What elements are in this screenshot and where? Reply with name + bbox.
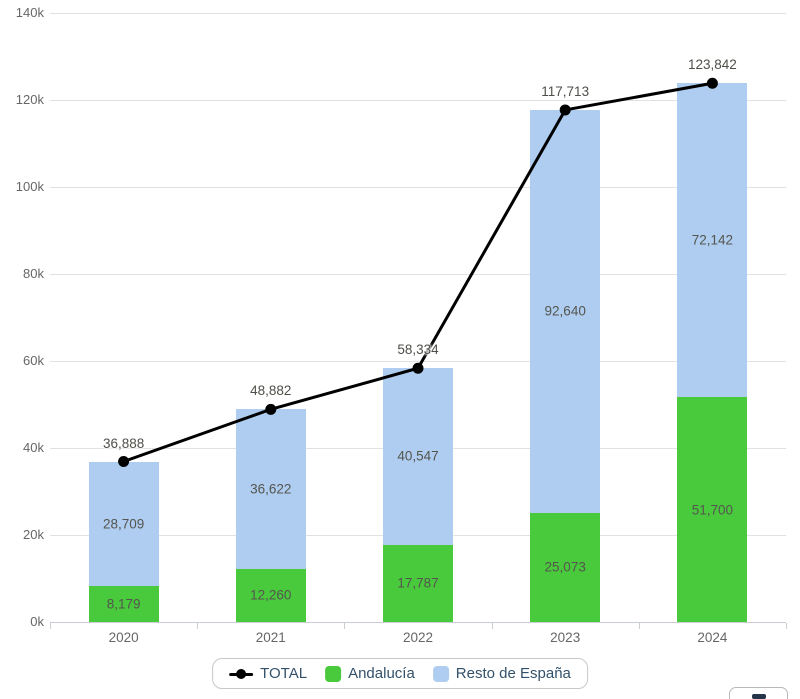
bar-segment-andalucia[interactable] xyxy=(530,512,601,622)
bar-value-label-resto-de-espana: 92,640 xyxy=(544,303,586,319)
total-value-label: 48,882 xyxy=(250,383,292,399)
legend-label-total: TOTAL xyxy=(260,665,308,682)
y-axis-label: 20k xyxy=(23,527,44,542)
gridline xyxy=(50,100,786,101)
bar-segment-andalucia[interactable] xyxy=(88,586,159,622)
total-line-marker[interactable] xyxy=(706,77,718,89)
gridline xyxy=(50,187,786,188)
total-line xyxy=(123,81,713,463)
gridline xyxy=(50,13,786,14)
bar-segment-andalucia[interactable] xyxy=(677,397,748,622)
x-axis-label: 2024 xyxy=(697,630,728,645)
menu-icon xyxy=(751,694,766,699)
total-line-marker[interactable] xyxy=(412,362,424,374)
y-axis-label: 120k xyxy=(15,92,44,107)
x-axis-label: 2023 xyxy=(550,630,581,645)
legend-item-resto[interactable]: Resto de España xyxy=(432,665,571,682)
x-axis-tick xyxy=(197,623,199,629)
bar-segment-resto-de-espana[interactable] xyxy=(677,83,748,398)
bar-value-label-resto-de-espana: 28,709 xyxy=(102,516,145,532)
legend: TOTAL Andalucía Resto de España xyxy=(212,658,588,689)
total-value-label: 58,334 xyxy=(397,342,439,358)
gridline xyxy=(50,361,786,362)
y-axis-label: 60k xyxy=(23,353,44,368)
x-axis-tick xyxy=(638,623,640,629)
bar-value-label-andalucia: 12,260 xyxy=(250,587,292,603)
bar-segment-andalucia[interactable] xyxy=(235,568,306,622)
bar-value-label-andalucia: 25,073 xyxy=(544,559,586,575)
x-axis-label: 2022 xyxy=(402,630,434,645)
x-axis-line xyxy=(50,622,786,623)
total-line-legend-icon xyxy=(229,668,254,680)
bar-segment-resto-de-espana[interactable] xyxy=(235,409,306,569)
total-line-marker[interactable] xyxy=(118,456,130,468)
legend-item-andalucia[interactable]: Andalucía xyxy=(325,665,415,682)
legend-item-total[interactable]: TOTAL xyxy=(229,665,307,682)
y-axis-label: 0k xyxy=(30,614,44,629)
bar-segment-resto-de-espana[interactable] xyxy=(383,368,453,545)
x-axis-tick xyxy=(344,623,346,629)
bar-value-label-andalucia: 51,700 xyxy=(691,502,734,518)
andalucia-swatch-icon xyxy=(325,665,342,682)
y-axis-label: 80k xyxy=(23,266,44,281)
legend-label-andalucia: Andalucía xyxy=(348,665,415,682)
bar-segment-resto-de-espana[interactable] xyxy=(88,461,159,587)
legend-label-resto: Resto de España xyxy=(455,665,571,682)
total-value-label: 123,842 xyxy=(687,57,737,73)
bar-value-label-resto-de-espana: 40,547 xyxy=(397,448,439,464)
total-line-marker[interactable] xyxy=(265,403,277,415)
y-axis-label: 40k xyxy=(23,440,44,455)
bar-value-label-resto-de-espana: 36,622 xyxy=(250,481,292,497)
export-menu-button[interactable] xyxy=(729,687,788,699)
x-axis-tick xyxy=(50,623,51,629)
gridline xyxy=(50,274,786,275)
bar-value-label-andalucia: 17,787 xyxy=(397,575,439,591)
x-axis-tick xyxy=(786,623,787,629)
y-axis-label: 100k xyxy=(15,179,44,194)
total-line-marker[interactable] xyxy=(559,104,571,116)
x-axis-label: 2020 xyxy=(108,630,139,645)
bar-value-label-andalucia: 8,179 xyxy=(106,596,141,612)
bar-value-label-resto-de-espana: 72,142 xyxy=(691,232,734,248)
resto-de-espana-swatch-icon xyxy=(432,665,449,682)
bar-segment-andalucia[interactable] xyxy=(383,544,453,622)
total-value-label: 36,888 xyxy=(102,435,145,451)
total-value-label: 117,713 xyxy=(541,83,590,99)
y-axis-label: 140k xyxy=(15,5,44,20)
x-axis-tick xyxy=(491,623,493,629)
x-axis-label: 2021 xyxy=(255,630,286,645)
bar-segment-resto-de-espana[interactable] xyxy=(530,109,601,513)
